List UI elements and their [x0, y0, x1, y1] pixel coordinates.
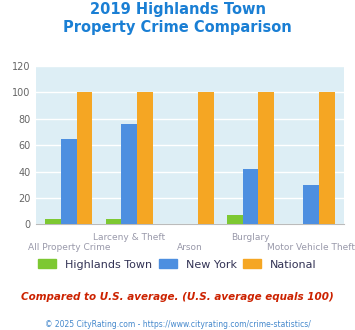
Bar [77, 92, 92, 224]
Bar [106, 219, 121, 224]
Text: Motor Vehicle Theft: Motor Vehicle Theft [267, 243, 355, 251]
Text: Arson: Arson [177, 243, 203, 251]
Bar [227, 215, 242, 224]
Legend: Highlands Town, New York, National: Highlands Town, New York, National [34, 255, 321, 274]
Bar [61, 139, 77, 224]
Text: © 2025 CityRating.com - https://www.cityrating.com/crime-statistics/: © 2025 CityRating.com - https://www.city… [45, 320, 310, 329]
Text: Larceny & Theft: Larceny & Theft [93, 233, 165, 242]
Bar [198, 92, 214, 224]
Text: All Property Crime: All Property Crime [28, 243, 110, 251]
Bar [45, 219, 61, 224]
Text: Burglary: Burglary [231, 233, 270, 242]
Bar [319, 92, 335, 224]
Text: Property Crime Comparison: Property Crime Comparison [63, 20, 292, 35]
Bar [242, 169, 258, 224]
Bar [303, 185, 319, 224]
Text: Compared to U.S. average. (U.S. average equals 100): Compared to U.S. average. (U.S. average … [21, 292, 334, 302]
Bar [258, 92, 274, 224]
Text: 2019 Highlands Town: 2019 Highlands Town [89, 2, 266, 16]
Bar [137, 92, 153, 224]
Bar [121, 124, 137, 224]
